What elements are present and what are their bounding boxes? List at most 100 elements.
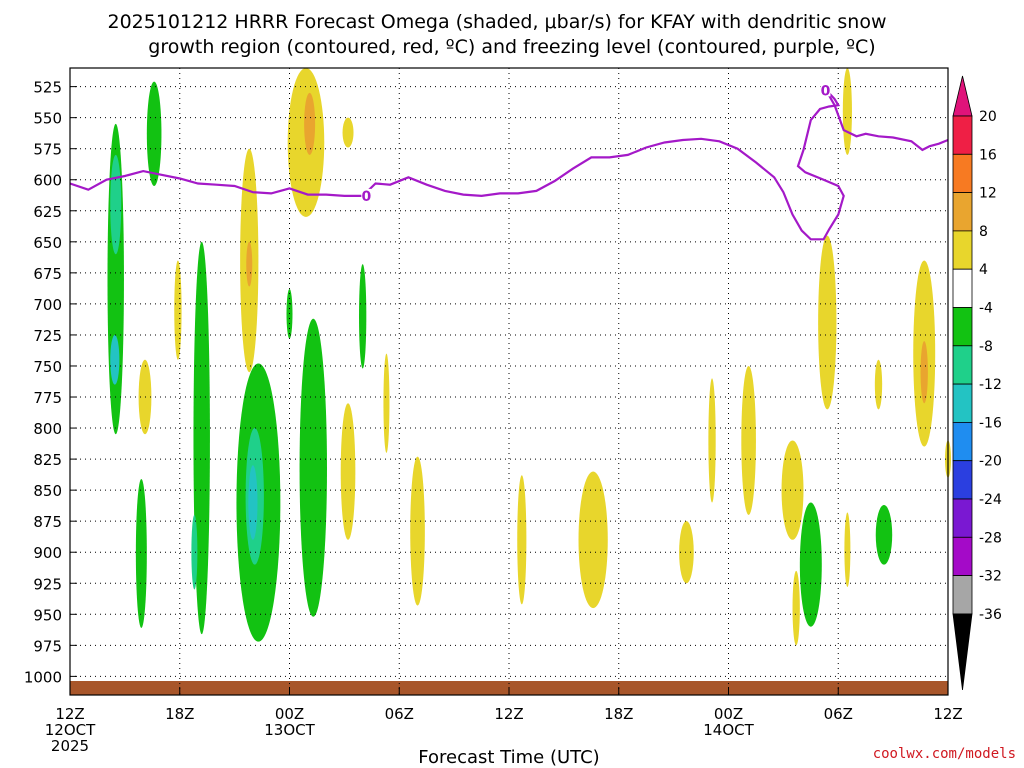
- x-tick-label-0-2: 2025: [51, 737, 89, 755]
- freezing-label-bg-0: [361, 188, 372, 202]
- omega-region-descent-26: [578, 471, 608, 609]
- omega-region-ascent-14: [875, 505, 893, 565]
- omega-region-descent-24: [410, 456, 425, 606]
- colorbar-label-13: -36: [979, 607, 1002, 623]
- x-tick-label-24-0: 12Z: [494, 705, 523, 723]
- omega-region-descent-19: [246, 241, 253, 287]
- colorbar-band-7: [952, 383, 973, 423]
- chart-title-line-1: 2025101212 HRRR Forecast Omega (shaded, …: [107, 11, 886, 33]
- omega-region-descent-27: [679, 521, 694, 584]
- omega-region-descent-25: [517, 475, 527, 605]
- credit-text: coolwx.com/models: [873, 746, 1016, 762]
- colorbar-band-6: [952, 345, 973, 385]
- colorbar-bottom-arrow: [952, 613, 973, 691]
- omega-region-ascent-12: [359, 264, 367, 369]
- y-axis-pressure: 525 550 575 600 625 650 675 700 725 750 775 800 825 8…: [24, 79, 77, 686]
- colorbar: 20 16 12 8 4 -4 -8 -12 -16 -20 -24 -28 -32 -36: [952, 75, 1002, 691]
- y-tick-label-775: 775: [33, 389, 62, 407]
- colorbar-label-5: -4: [979, 301, 993, 317]
- y-tick-label-925: 925: [33, 575, 62, 593]
- chart-title-line-2: growth region (contoured, red, ºC) and f…: [148, 36, 875, 58]
- colorbar-label-10: -24: [979, 492, 1002, 508]
- omega-region-descent-20: [174, 260, 182, 360]
- colorbar-label-12: -32: [979, 569, 1002, 585]
- x-tick-label-0-1: 12OCT: [45, 721, 96, 739]
- x-tick-label-6-0: 18Z: [165, 705, 194, 723]
- colorbar-label-3: 8: [979, 224, 988, 240]
- colorbar-band-2: [952, 192, 973, 232]
- y-tick-label-725: 725: [33, 327, 62, 345]
- omega-region-descent-34: [844, 512, 851, 587]
- omega-region-descent-33: [842, 68, 852, 155]
- omega-region-ascent-4: [135, 478, 147, 628]
- y-tick-label-575: 575: [33, 141, 62, 159]
- freezing-level-label-1: 0: [821, 83, 831, 99]
- colorbar-band-4: [952, 268, 973, 308]
- omega-region-descent-35: [874, 359, 883, 410]
- colorbar-band-0: [952, 115, 973, 155]
- x-tick-label-18-0: 06Z: [385, 705, 414, 723]
- omega-region-descent-16: [304, 92, 316, 155]
- x-tick-label-36-0: 00Z: [714, 705, 743, 723]
- freezing-level-label-0: 0: [361, 189, 371, 205]
- colorbar-top-arrow: [952, 75, 973, 117]
- freezing-label-bg-1: [820, 83, 831, 97]
- x-tick-label-36-1: 14OCT: [703, 721, 754, 739]
- omega-region-descent-37: [920, 341, 928, 404]
- omega-region-descent-21: [138, 359, 152, 435]
- colorbar-label-8: -16: [979, 415, 1002, 431]
- colorbar-label-0: 20: [979, 109, 997, 125]
- x-tick-label-48-0: 12Z: [933, 705, 962, 723]
- colorbar-band-8: [952, 421, 973, 462]
- omega-region-ascent-11: [299, 318, 327, 617]
- colorbar-label-9: -20: [979, 454, 1002, 470]
- colorbar-label-11: -28: [979, 530, 1002, 546]
- x-tick-label-12-0: 00Z: [275, 705, 304, 723]
- y-tick-label-800: 800: [33, 420, 62, 438]
- omega-region-ascent-3: [146, 81, 162, 186]
- y-tick-label-950: 950: [33, 606, 62, 624]
- colorbar-band-3: [952, 230, 973, 270]
- omega-region-descent-28: [708, 378, 716, 503]
- colorbar-label-2: 12: [979, 186, 997, 202]
- y-tick-label-550: 550: [33, 110, 62, 128]
- y-tick-label-875: 875: [33, 513, 62, 531]
- colorbar-band-11: [952, 536, 973, 576]
- y-tick-label-700: 700: [33, 296, 62, 314]
- y-tick-label-525: 525: [33, 79, 62, 97]
- y-tick-label-750: 750: [33, 358, 62, 376]
- freezing-level-line-main: [69, 88, 845, 241]
- colorbar-band-1: [952, 153, 973, 194]
- omega-region-descent-30: [781, 440, 804, 540]
- freezing-level-line-right: [824, 88, 949, 152]
- y-tick-label-675: 675: [33, 265, 62, 283]
- omega-region-ascent-1: [110, 154, 122, 255]
- y-tick-label-825: 825: [33, 451, 62, 469]
- colorbar-band-12: [952, 575, 973, 615]
- x-tick-label-42-0: 06Z: [824, 705, 853, 723]
- x-tick-label-12-1: 13OCT: [264, 721, 315, 739]
- colorbar-band-5: [952, 307, 973, 347]
- y-tick-label-625: 625: [33, 203, 62, 221]
- omega-shading: [107, 68, 951, 646]
- y-tick-label-900: 900: [33, 544, 62, 562]
- y-tick-label-1000: 1000: [24, 668, 62, 686]
- omega-region-descent-23: [383, 353, 390, 453]
- omega-region-ascent-2: [110, 334, 120, 385]
- omega-region-ascent-13: [799, 502, 822, 627]
- colorbar-label-7: -12: [979, 377, 1002, 393]
- x-axis-title: Forecast Time (UTC): [418, 747, 599, 768]
- omega-region-descent-29: [741, 365, 756, 515]
- colorbar-band-10: [952, 498, 973, 538]
- colorbar-label-1: 16: [979, 147, 997, 163]
- y-tick-label-600: 600: [33, 172, 62, 190]
- omega-region-ascent-6: [191, 514, 198, 590]
- omega-region-ascent-9: [248, 465, 258, 540]
- x-tick-label-0-0: 12Z: [55, 705, 84, 723]
- omega-region-descent-32: [818, 235, 837, 410]
- y-tick-label-650: 650: [33, 234, 62, 252]
- omega-region-descent-31: [792, 570, 800, 646]
- colorbar-label-4: 4: [979, 262, 988, 278]
